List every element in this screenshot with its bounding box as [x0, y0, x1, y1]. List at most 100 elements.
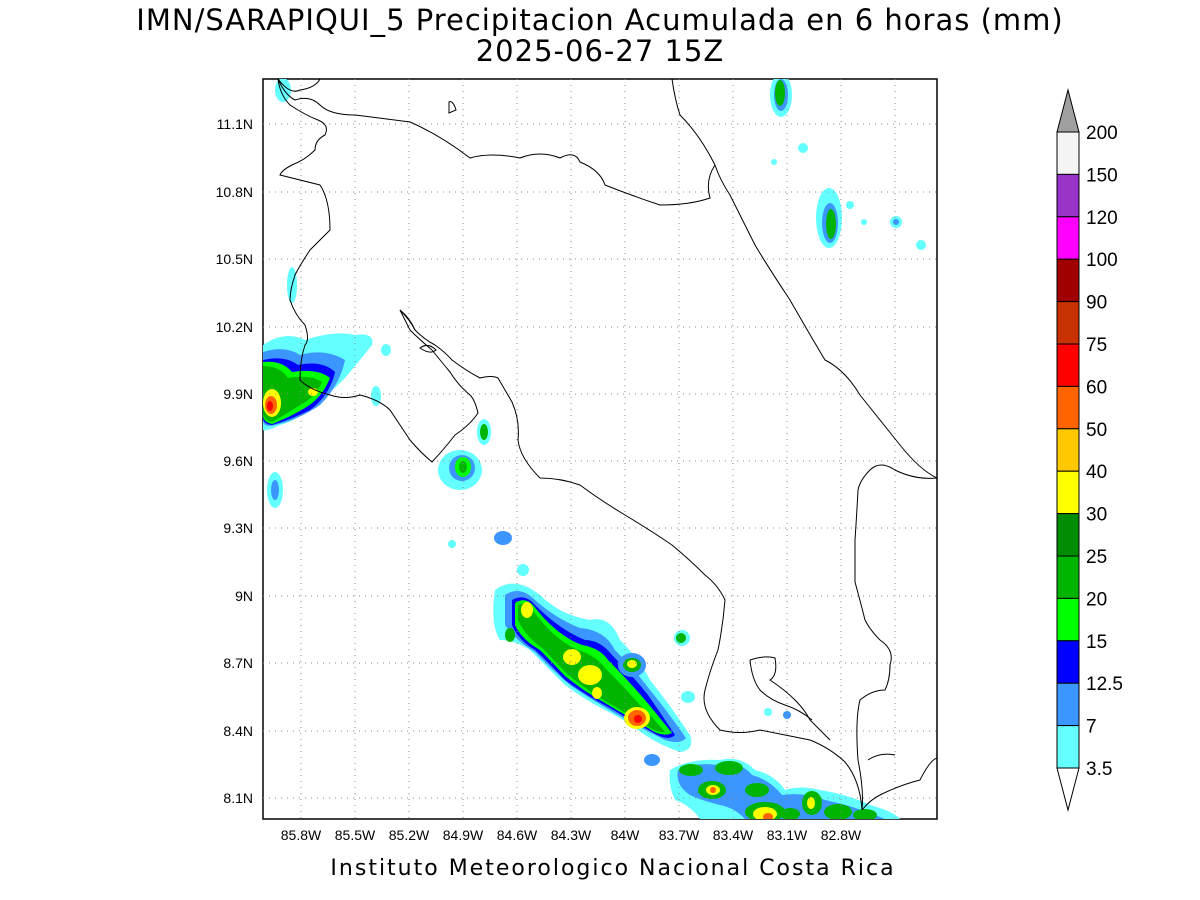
- colorbar-swatch: [1056, 513, 1080, 557]
- precip-cell-small-1: [371, 386, 381, 406]
- lat-label: 9N: [235, 588, 253, 604]
- nicoya-pacific-coast: [277, 79, 479, 463]
- burica-peninsula: [749, 656, 831, 741]
- precip-ne-cell-6: [846, 201, 854, 209]
- precip-south-small-1: [764, 708, 772, 716]
- panama-border: [854, 464, 937, 811]
- precip-cell-pacific-small-2: [517, 564, 529, 576]
- precip-cell-pacific-small-1b: [676, 633, 686, 643]
- colorbar-swatch: [1056, 682, 1080, 727]
- south-small-coast: [867, 753, 896, 761]
- lake-nicaragua-shore: [277, 79, 321, 92]
- island-1: [448, 101, 457, 114]
- colorbar: 200 150 120 100 90 75 60 50 40 30 25 20 15 12.5 7 3.5: [1056, 88, 1123, 812]
- footer-credit: Instituto Meteorologico Nacional Costa R…: [330, 856, 896, 881]
- caribbean-coast-north: [671, 79, 937, 479]
- chart-title: IMN/SARAPIQUI_5 Precipitacion Acumulada …: [136, 3, 1064, 37]
- map-panel: 11.1N 10.8N 10.5N 10.2N 9.9N 9.6N 9.3N 9…: [216, 78, 938, 843]
- precip-south-cell-7: [824, 804, 852, 819]
- colorbar-label: 120: [1086, 208, 1118, 229]
- lon-label: 84W: [611, 827, 641, 843]
- precip-ne-cell-5: [798, 143, 808, 153]
- lat-axis: 11.1N 10.8N 10.5N 10.2N 9.9N 9.6N 9.3N 9…: [216, 116, 253, 806]
- lat-label: 9.9N: [223, 386, 253, 402]
- colorbar-label: 50: [1086, 420, 1107, 441]
- lon-label: 84.9W: [443, 827, 484, 843]
- precipitation-field: [263, 79, 926, 819]
- colorbar-swatch: [1056, 343, 1080, 387]
- colorbar-label: 30: [1086, 505, 1107, 526]
- lon-label: 83.7W: [659, 827, 700, 843]
- colorbar-label: 100: [1086, 250, 1118, 271]
- precip-core-red-1: [634, 715, 642, 723]
- lat-label: 9.6N: [223, 453, 253, 469]
- colorbar-label: 200: [1086, 123, 1118, 144]
- precip-south-cell-8: [853, 809, 877, 819]
- coastlines: [277, 79, 937, 811]
- colorbar-label: 7: [1086, 717, 1097, 738]
- precip-south-cell-2: [715, 761, 743, 775]
- colorbar-swatch: [1056, 428, 1080, 472]
- lat-label: 11.1N: [217, 116, 253, 132]
- precip-cell-pacific-side-c: [627, 660, 637, 668]
- lon-axis: 85.8W 85.5W 85.2W 84.9W 84.6W 84.3W 84W …: [281, 827, 862, 843]
- colorbar-swatch: [1056, 131, 1080, 175]
- nicaragua-border: [277, 79, 716, 206]
- precip-core-yellow-4: [592, 687, 602, 699]
- colorbar-label: 12.5: [1086, 674, 1123, 695]
- precip-south-cell-9: [780, 808, 800, 819]
- colorbar-underflow-arrow: [1056, 767, 1080, 812]
- colorbar-overflow-arrow: [1056, 88, 1080, 133]
- precip-core-red-nw: [267, 401, 273, 411]
- precip-cell-gulf-4: [448, 540, 456, 548]
- lon-label: 83.1W: [767, 827, 808, 843]
- precip-core-yellow-3: [578, 665, 602, 685]
- island-2: [419, 344, 437, 353]
- precip-south-cell-4: [745, 783, 769, 797]
- precip-ne-cell-7: [861, 219, 867, 225]
- lat-label: 10.2N: [216, 319, 253, 335]
- colorbar-swatch: [1056, 385, 1080, 430]
- precip-south-cell-5c: [763, 813, 773, 819]
- precip-core-yellow-1: [521, 602, 533, 618]
- precip-cell-top-left: [275, 79, 291, 102]
- colorbar-swatch: [1056, 555, 1080, 599]
- lon-label: 84.6W: [497, 827, 538, 843]
- chart-subtitle-date: 2025-06-27 15Z: [475, 34, 725, 68]
- precip-ne-cell-1c: [775, 80, 785, 106]
- precip-cell-gulf-3: [494, 531, 512, 545]
- colorbar-swatch: [1056, 597, 1080, 642]
- colorbar-label: 150: [1086, 165, 1118, 186]
- lat-label: 10.8N: [216, 184, 253, 200]
- colorbar-label: 25: [1086, 547, 1107, 568]
- lon-label: 83.4W: [713, 827, 754, 843]
- lon-label: 85.8W: [281, 827, 322, 843]
- colorbar-label: 75: [1086, 335, 1107, 356]
- precip-ne-cell-2c: [826, 209, 836, 239]
- precip-cell-pacific-small-5: [505, 628, 515, 642]
- precip-cell-small-3b: [271, 480, 279, 500]
- lon-label: 85.2W: [389, 827, 430, 843]
- lon-label: 85.5W: [335, 827, 376, 843]
- precip-core-yellow-2: [563, 649, 581, 665]
- colorbar-swatch: [1056, 173, 1080, 218]
- lat-label: 10.5N: [216, 251, 253, 267]
- colorbar-label: 20: [1086, 589, 1107, 610]
- precip-cell-gulf-1d: [459, 461, 467, 473]
- precip-south-cell-1: [679, 764, 703, 776]
- colorbar-swatch: [1056, 258, 1080, 303]
- colorbar-label: 15: [1086, 632, 1107, 653]
- precip-ne-cell-4: [916, 240, 926, 250]
- colorbar-label: 90: [1086, 293, 1107, 314]
- precip-cell-pacific-small-4: [644, 754, 660, 766]
- gridlines: [263, 79, 937, 819]
- panama-pacific-coast: [861, 757, 937, 811]
- colorbar-swatch: [1056, 725, 1080, 769]
- lon-label: 82.8W: [821, 827, 862, 843]
- lat-label: 8.7N: [223, 655, 253, 671]
- precip-south-cell-3c: [710, 787, 716, 793]
- colorbar-label: 3.5: [1086, 759, 1112, 780]
- colorbar-label: 40: [1086, 462, 1107, 483]
- precip-cell-pacific-small-3: [681, 691, 695, 703]
